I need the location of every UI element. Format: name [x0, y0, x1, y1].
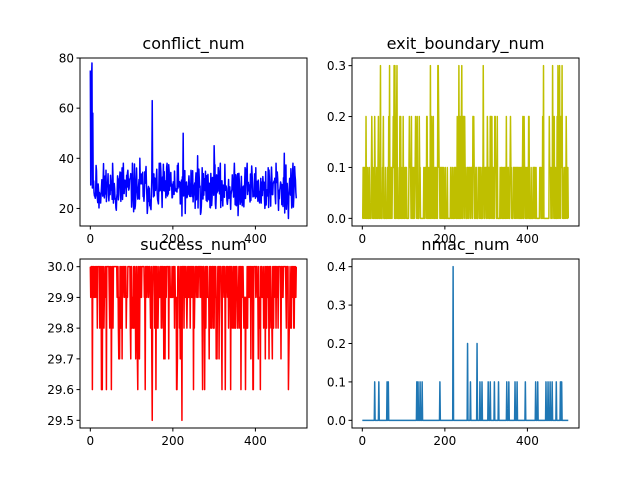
series-line [89, 62, 298, 220]
y-tick-label: 29.9 [47, 291, 74, 305]
subplot-title: success_num [140, 235, 246, 255]
x-tick-label: 0 [358, 434, 366, 448]
subplot-title: nmac_num [421, 235, 509, 255]
y-tick-label: 0.0 [327, 212, 346, 226]
subplot-nmac_num: nmac_num 0 200 400 0.0 0.1 0.2 0.3 0.4 [327, 235, 580, 448]
subplots: conflict_num 0 200 400 20 40 60 80 exit_boundary… [47, 34, 580, 448]
y-tick-label: 0.0 [327, 414, 346, 428]
y-tick-label: 0.3 [327, 299, 346, 313]
subplot-conflict_num: conflict_num 0 200 400 20 40 60 80 [59, 34, 308, 246]
y-tick-label: 40 [59, 152, 74, 166]
subplot-title: conflict_num [142, 34, 244, 54]
series-line [361, 64, 570, 220]
subplot-title: exit_boundary_num [387, 34, 545, 54]
y-tick-label: 29.5 [47, 414, 74, 428]
x-tick-label: 0 [358, 232, 366, 246]
y-tick-label: 30.0 [47, 260, 74, 274]
y-tick-label: 80 [59, 52, 74, 66]
x-tick-label: 200 [433, 434, 456, 448]
y-tick-label: 60 [59, 102, 74, 116]
y-tick-label: 0.2 [327, 337, 346, 351]
y-tick-label: 0.3 [327, 59, 346, 73]
y-tick-label: 29.7 [47, 352, 74, 366]
subplot-exit_boundary_num: exit_boundary_num 0 200 400 0.0 0.1 0.2 0.3 [327, 34, 580, 246]
axes-frame [79, 57, 308, 227]
x-tick-label: 200 [161, 232, 184, 246]
x-tick-label: 400 [244, 232, 267, 246]
subplot-success_num: success_num 0 200 400 29.5 29.6 29.7 29.8 29.9 30… [47, 235, 308, 448]
y-tick-label: 0.2 [327, 110, 346, 124]
x-tick-label: 200 [161, 434, 184, 448]
x-tick-label: 200 [433, 232, 456, 246]
axes-frame [79, 258, 308, 429]
y-tick-label: 29.6 [47, 383, 74, 397]
x-tick-label: 400 [244, 434, 267, 448]
y-tick-label: 0.1 [327, 375, 346, 389]
y-tick-label: 20 [59, 202, 74, 216]
axes-frame [351, 57, 580, 227]
y-tick-label: 0.4 [327, 260, 346, 274]
series-line [89, 265, 298, 422]
series-line [361, 265, 569, 422]
x-tick-label: 400 [516, 434, 539, 448]
x-tick-label: 400 [516, 232, 539, 246]
x-tick-label: 0 [86, 232, 94, 246]
y-tick-label: 29.8 [47, 322, 74, 336]
x-tick-label: 0 [86, 434, 94, 448]
y-tick-label: 0.1 [327, 161, 346, 175]
